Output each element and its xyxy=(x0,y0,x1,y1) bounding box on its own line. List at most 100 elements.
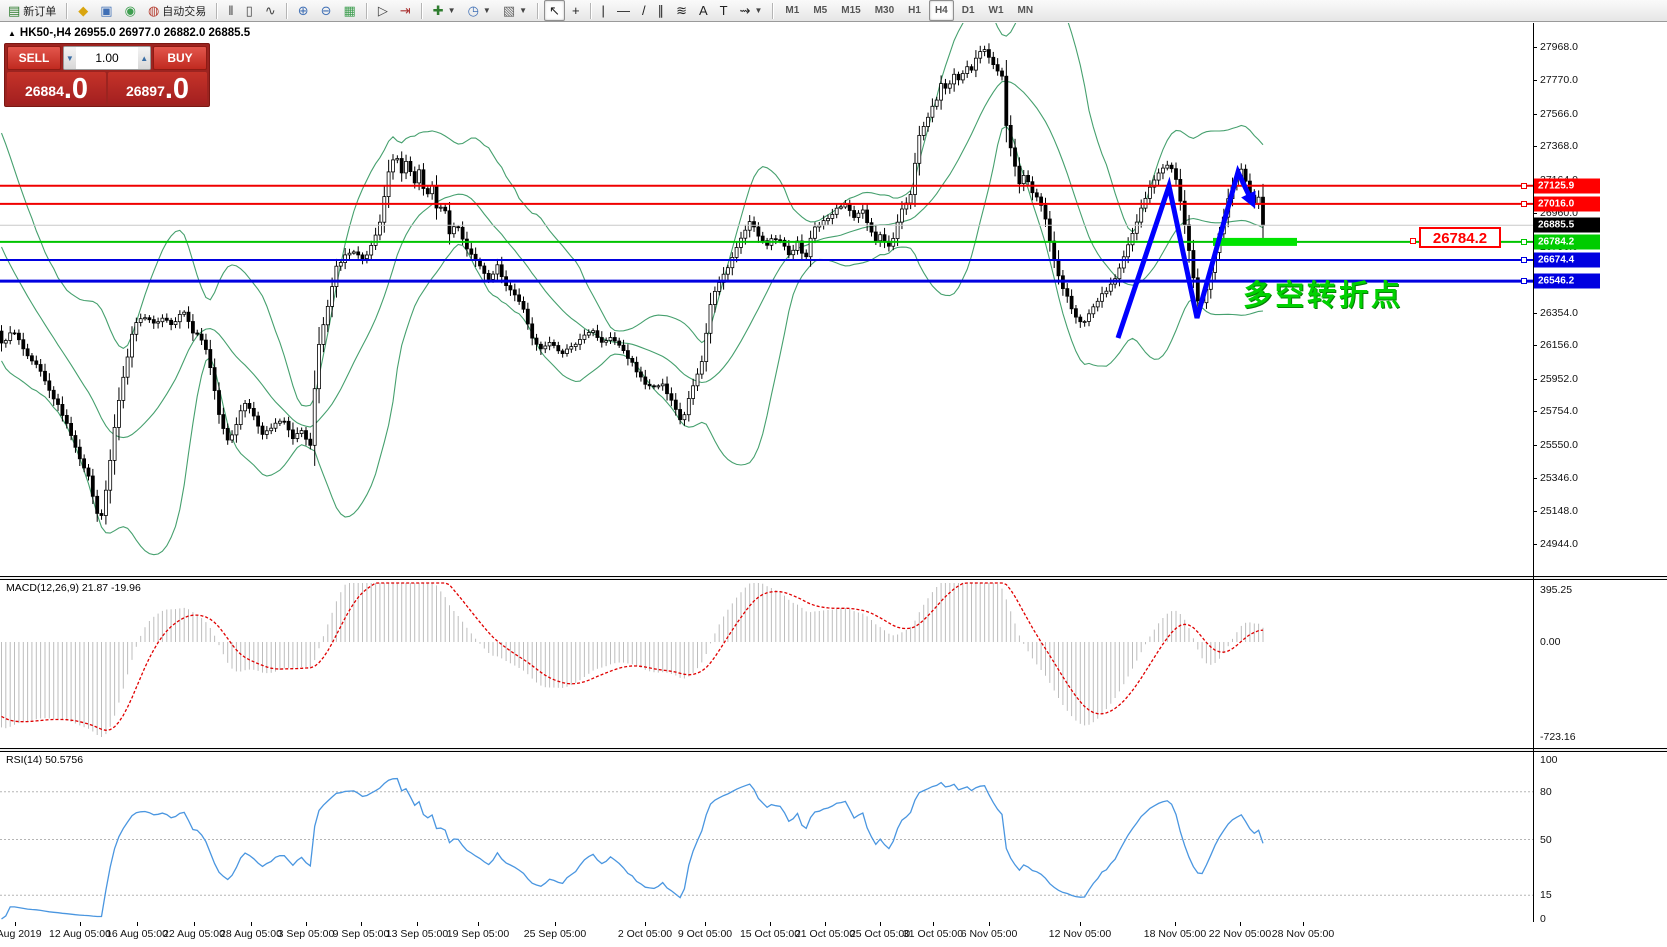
macd-canvas[interactable] xyxy=(0,580,1533,748)
collapse-panel-icon[interactable]: ▲ xyxy=(8,29,16,38)
time-label: 21 Oct 05:00 xyxy=(794,928,856,940)
zoom-in-icon: ⊕ xyxy=(297,3,309,18)
symbol-info: ▲ HK50-,H4 26955.0 26977.0 26882.0 26885.… xyxy=(8,27,250,39)
macd-panel[interactable]: MACD(12,26,9) 21.87 -19.96 xyxy=(0,580,1667,748)
buy-price[interactable]: 26897.0 xyxy=(108,72,207,104)
timeframe-m5-button[interactable]: M5 xyxy=(813,5,828,16)
price-box-handle[interactable] xyxy=(1410,238,1416,244)
macd-axis-zero: 0.00 xyxy=(1540,636,1561,648)
time-label: 9 Oct 05:00 xyxy=(677,928,733,940)
sell-price[interactable]: 26884.0 xyxy=(7,72,106,104)
metaeditor-button[interactable]: ◆ xyxy=(73,0,93,21)
price-tick xyxy=(1533,345,1537,347)
fibonacci-icon: ≋ xyxy=(676,3,687,18)
volume-decrease-button[interactable]: ▼ xyxy=(64,47,76,69)
new-order-icon: ▤ xyxy=(8,3,21,18)
trendline-icon: / xyxy=(641,3,646,18)
volume-increase-button[interactable]: ▲ xyxy=(138,47,150,69)
indicators-button[interactable]: ✚ ▼ xyxy=(428,0,461,21)
buy-price-frac: .0 xyxy=(164,73,190,105)
chart-line-button[interactable]: ∿ xyxy=(260,0,281,21)
volume-input[interactable] xyxy=(75,47,139,69)
price-tick xyxy=(1533,312,1537,314)
trendline-button[interactable]: / xyxy=(637,0,651,21)
timeframe-h1-button[interactable]: H1 xyxy=(908,5,921,16)
autotrade-button[interactable]: ◍ 自动交易 xyxy=(143,0,211,21)
panel-separator[interactable] xyxy=(0,748,1667,752)
price-tick-label: 27368.0 xyxy=(1540,140,1578,152)
periods-icon: ◷ xyxy=(467,3,479,18)
price-tick-label: 25346.0 xyxy=(1540,472,1578,485)
price-box-annotation[interactable]: 26784.2 xyxy=(1419,227,1501,248)
timeframe-h4-button[interactable]: H4 xyxy=(928,0,954,21)
chart-bars-icon: ‖ xyxy=(228,3,234,18)
cursor-icon: ↖ xyxy=(549,3,560,18)
channel-button[interactable]: ∥ xyxy=(653,0,670,21)
tile-windows-button[interactable]: ▦ xyxy=(339,0,361,21)
one-click-trading-panel: SELL ▼ ▲ BUY 26884.0 26897.0 xyxy=(4,43,210,107)
arrows-icon: ⇝ xyxy=(739,3,751,18)
macd-label: MACD(12,26,9) 21.87 -19.96 xyxy=(6,582,141,594)
horizontal-line-button[interactable]: — xyxy=(612,0,635,21)
rsi-axis-label: 0 xyxy=(1540,913,1546,925)
timeframe-mn-button[interactable]: MN xyxy=(1017,5,1034,16)
timeframe-m1-button[interactable]: M1 xyxy=(785,5,800,16)
crosshair-button[interactable]: + xyxy=(567,0,585,21)
signals-button[interactable]: ◉ xyxy=(120,0,141,21)
templates-button[interactable]: ▧ ▼ xyxy=(498,0,532,21)
fibonacci-button[interactable]: ≋ xyxy=(671,0,692,21)
text-button[interactable]: A xyxy=(694,0,713,21)
chart-bars-button[interactable]: ‖ xyxy=(223,0,238,21)
price-level-chip: 26784.2 xyxy=(1534,234,1600,250)
panel-separator[interactable] xyxy=(0,576,1667,580)
line-handle[interactable] xyxy=(1521,182,1527,189)
depth-of-market-button[interactable]: ▣ xyxy=(95,0,117,21)
new-order-button[interactable]: ▤ 新订单 xyxy=(3,0,61,21)
main-chart-panel[interactable]: ▲ HK50-,H4 26955.0 26977.0 26882.0 26885.… xyxy=(0,23,1667,576)
depth-of-market-icon: ▣ xyxy=(100,3,113,18)
macd-axis-min: -723.16 xyxy=(1540,731,1576,743)
sell-price-frac: .0 xyxy=(63,73,89,105)
chart-candles-button[interactable]: ▯ xyxy=(241,0,258,21)
line-handle[interactable] xyxy=(1521,278,1527,285)
timeframe-m15-button[interactable]: M15 xyxy=(841,5,861,16)
text-label-button[interactable]: T xyxy=(715,0,733,21)
time-label: 28 Nov 05:00 xyxy=(1271,928,1335,940)
macd-axis-max: 395.25 xyxy=(1540,584,1573,596)
rsi-canvas[interactable] xyxy=(0,752,1533,922)
time-label: 16 Aug 05:00 xyxy=(106,928,168,940)
zoom-out-button[interactable]: ⊖ xyxy=(316,0,337,21)
arrows-button[interactable]: ⇝ ▼ xyxy=(735,0,768,21)
time-tick xyxy=(880,922,881,926)
line-handle[interactable] xyxy=(1521,200,1527,207)
signals-icon: ◉ xyxy=(124,3,136,18)
time-label: 15 Oct 05:00 xyxy=(739,928,801,940)
toolbar-separator xyxy=(285,2,288,19)
vertical-line-button[interactable]: | xyxy=(597,0,610,21)
cursor-button[interactable]: ↖ xyxy=(544,0,565,21)
time-tick xyxy=(1303,922,1304,926)
price-tick xyxy=(1533,478,1537,480)
periods-button[interactable]: ◷ ▼ xyxy=(463,0,496,21)
indicators-icon: ✚ xyxy=(432,3,444,18)
line-handle[interactable] xyxy=(1521,257,1527,263)
time-label: 6 Nov 05:00 xyxy=(960,928,1018,940)
main-chart-canvas[interactable] xyxy=(0,23,1533,576)
timeframe-m30-button[interactable]: M30 xyxy=(874,5,895,16)
rsi-axis-label: 80 xyxy=(1540,785,1552,798)
price-tick-label: 27566.0 xyxy=(1540,107,1578,120)
sell-button[interactable]: SELL xyxy=(7,46,61,70)
price-level-chip: 27016.0 xyxy=(1534,196,1600,212)
chart-shift-button[interactable]: ⇥ xyxy=(395,0,416,21)
timeframe-d1-button[interactable]: D1 xyxy=(961,5,975,16)
time-label: 12 Nov 05:00 xyxy=(1048,928,1112,940)
zoom-in-button[interactable]: ⊕ xyxy=(293,0,314,21)
turning-point-annotation[interactable]: 多空转折点 xyxy=(1243,280,1404,312)
line-handle[interactable] xyxy=(1521,238,1527,245)
timeframe-w1-button[interactable]: W1 xyxy=(988,5,1004,16)
rsi-panel[interactable]: RSI(14) 50.5756 xyxy=(0,752,1667,922)
text-label-icon: T xyxy=(719,3,728,18)
buy-button[interactable]: BUY xyxy=(153,46,207,70)
auto-scroll-button[interactable]: ▷ xyxy=(373,0,393,21)
